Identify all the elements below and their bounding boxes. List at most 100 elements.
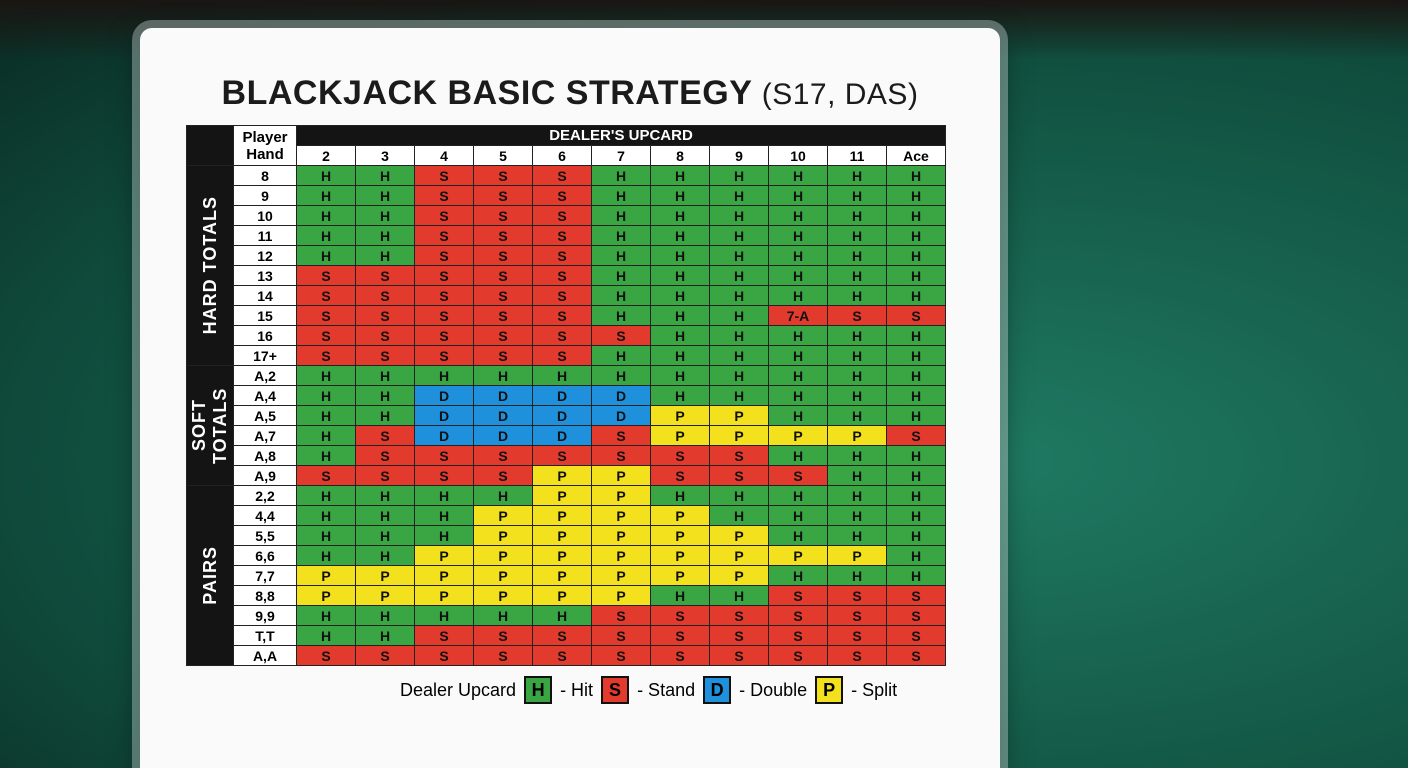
action-cell: H bbox=[886, 545, 946, 566]
action-cell: H bbox=[886, 345, 946, 366]
hand-row: 8,8 P P P P P P H H S S S bbox=[187, 585, 946, 606]
action-cell: S bbox=[355, 425, 415, 446]
action-cell: P bbox=[532, 585, 592, 606]
action-cell: S bbox=[827, 645, 887, 666]
action-cell: S bbox=[296, 345, 356, 366]
action-cell: D bbox=[414, 385, 474, 406]
action-cell: H bbox=[296, 185, 356, 206]
action-cell: S bbox=[591, 645, 651, 666]
hand-row: 11 H H S S S H H H H H H bbox=[187, 225, 946, 246]
title: BLACKJACK BASIC STRATEGY (S17, DAS) bbox=[140, 74, 1000, 113]
hand-label: 17+ bbox=[233, 345, 297, 366]
action-cell: H bbox=[473, 605, 533, 626]
action-cell: S bbox=[473, 645, 533, 666]
hand-label: 8 bbox=[233, 165, 297, 186]
hand-row: A,A S S S S S S S S S S S bbox=[187, 645, 946, 666]
legend-text: - Hit bbox=[560, 679, 594, 700]
hand-row: HARD TOTALS 8 H H S S S H H H H H H bbox=[186, 165, 946, 366]
action-cell: P bbox=[650, 505, 710, 526]
action-cell: S bbox=[650, 625, 710, 646]
action-cell: S bbox=[768, 645, 828, 666]
action-cell: H bbox=[296, 525, 356, 546]
action-cell: S bbox=[473, 445, 533, 466]
action-cell: S bbox=[650, 645, 710, 666]
hand-label: A,7 bbox=[233, 425, 297, 446]
action-cell: H bbox=[355, 605, 415, 626]
action-cell: H bbox=[827, 445, 887, 466]
action-cell: S bbox=[768, 585, 828, 606]
action-cell: H bbox=[650, 265, 710, 286]
action-cell: H bbox=[768, 405, 828, 426]
action-cell: H bbox=[709, 325, 769, 346]
action-cell: H bbox=[827, 285, 887, 306]
hand-row: 5,5 H H H P P P P P H H H bbox=[187, 525, 946, 546]
action-cell: H bbox=[355, 485, 415, 506]
action-cell: H bbox=[709, 205, 769, 226]
hand-row: 13 S S S S S H H H H H H bbox=[187, 265, 946, 286]
hand-label: 9,9 bbox=[233, 605, 297, 626]
action-cell: S bbox=[768, 605, 828, 626]
action-cell: H bbox=[650, 345, 710, 366]
action-cell: S bbox=[414, 245, 474, 266]
action-cell: S bbox=[473, 465, 533, 486]
action-cell: H bbox=[591, 245, 651, 266]
hand-row: 14 S S S S S H H H H H H bbox=[187, 285, 946, 306]
action-cell: H bbox=[296, 605, 356, 626]
action-cell: S bbox=[827, 605, 887, 626]
action-cell: H bbox=[591, 365, 651, 386]
action-cell: H bbox=[768, 525, 828, 546]
action-cell: H bbox=[886, 245, 946, 266]
action-cell: P bbox=[650, 425, 710, 446]
section-text: SOFT TOTALS bbox=[189, 387, 230, 464]
action-cell: H bbox=[827, 245, 887, 266]
action-cell: H bbox=[768, 565, 828, 586]
action-cell: P bbox=[650, 405, 710, 426]
hand-row: T,T H H S S S S S S S S S bbox=[187, 625, 946, 646]
action-cell: H bbox=[886, 385, 946, 406]
action-cell: S bbox=[532, 165, 592, 186]
action-cell: H bbox=[768, 185, 828, 206]
action-cell: H bbox=[296, 485, 356, 506]
action-cell: P bbox=[768, 545, 828, 566]
legend-text: - Split bbox=[851, 679, 898, 700]
action-cell: P bbox=[650, 525, 710, 546]
action-cell: H bbox=[709, 165, 769, 186]
action-cell: H bbox=[296, 205, 356, 226]
action-cell: P bbox=[591, 585, 651, 606]
column-label: 10 bbox=[768, 145, 828, 166]
column-label: 7 bbox=[591, 145, 651, 166]
action-cell: P bbox=[650, 545, 710, 566]
action-cell: H bbox=[709, 185, 769, 206]
action-cell: H bbox=[532, 365, 592, 386]
action-cell: S bbox=[414, 445, 474, 466]
action-cell: S bbox=[355, 265, 415, 286]
action-cell: H bbox=[827, 185, 887, 206]
action-cell: H bbox=[768, 325, 828, 346]
action-cell: H bbox=[768, 345, 828, 366]
action-cell: S bbox=[768, 625, 828, 646]
action-cell: H bbox=[650, 365, 710, 386]
action-cell: H bbox=[709, 245, 769, 266]
action-cell: P bbox=[414, 565, 474, 586]
action-cell: H bbox=[827, 165, 887, 186]
hand-label: A,A bbox=[233, 645, 297, 666]
action-cell: H bbox=[591, 345, 651, 366]
hand-row: 7,7 P P P P P P P P H H H bbox=[187, 565, 946, 586]
action-cell: S bbox=[355, 305, 415, 326]
action-cell: H bbox=[886, 485, 946, 506]
action-cell: H bbox=[650, 185, 710, 206]
action-cell: H bbox=[355, 225, 415, 246]
action-cell: P bbox=[473, 565, 533, 586]
legend: Dealer Upcard H - Hit S - Stand D - Double P - S… bbox=[400, 676, 1000, 704]
action-cell: H bbox=[886, 445, 946, 466]
action-cell: D bbox=[473, 385, 533, 406]
action-cell: H bbox=[886, 525, 946, 546]
hand-label: 12 bbox=[233, 245, 297, 266]
hand-label: 2,2 bbox=[233, 485, 297, 506]
hand-label: 5,5 bbox=[233, 525, 297, 546]
action-cell: H bbox=[768, 245, 828, 266]
action-cell: H bbox=[650, 485, 710, 506]
action-cell: P bbox=[591, 525, 651, 546]
strategy-table: Player Hand DEALER'S UPCARD 2 3 4 5 6 7 8 9 10 11 Ac… bbox=[186, 125, 946, 666]
action-cell: H bbox=[886, 465, 946, 486]
